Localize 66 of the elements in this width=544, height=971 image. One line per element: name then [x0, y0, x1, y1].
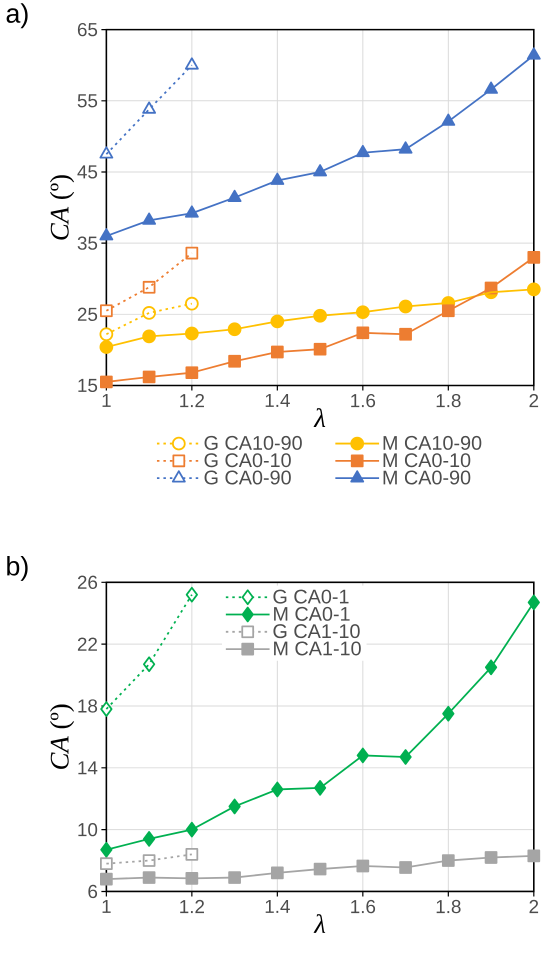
x-tick-label: 1: [102, 900, 111, 913]
y-axis-title: CA (º): [50, 175, 74, 240]
x-tick-label: 2: [530, 394, 538, 408]
x-axis-title: λ: [314, 914, 326, 933]
point: [314, 862, 327, 876]
x-tick-label: 1.6: [351, 394, 376, 408]
y-tick-label: 10: [78, 822, 98, 836]
y-tick-label: 65: [78, 22, 98, 36]
point: [228, 871, 242, 884]
point: [484, 851, 498, 864]
point: [100, 304, 113, 318]
y-axis-title: CA (º): [50, 704, 74, 769]
x-tick-label: 1.8: [436, 900, 461, 914]
point: [142, 854, 156, 867]
x-tick-label: 1: [102, 394, 111, 407]
point: [100, 857, 113, 870]
point: [100, 872, 113, 886]
point: [100, 701, 113, 717]
chart-title: a): [6, 3, 28, 28]
y-tick-label: 14: [78, 761, 98, 774]
point: [185, 296, 199, 310]
legend-label: G CA0-90: [204, 470, 291, 485]
legend-label: M CA0-1: [274, 606, 350, 621]
point: [528, 594, 540, 610]
x-tick-label: 1.8: [436, 394, 461, 408]
y-tick-label: 35: [78, 236, 98, 250]
point: [100, 842, 113, 858]
point: [186, 848, 198, 861]
legend-label: M CA1-10: [274, 641, 361, 656]
y-tick-label: 55: [78, 94, 98, 108]
y-tick-label: 45: [78, 165, 98, 179]
point: [142, 871, 156, 884]
point: [528, 251, 540, 264]
point: [186, 586, 198, 603]
point: [100, 327, 114, 342]
x-axis-title: λ: [314, 408, 326, 427]
legend-label: G CA1-10: [274, 624, 360, 638]
x-tick-label: 1.6: [351, 900, 376, 914]
legend-label: M CA0-90: [384, 470, 470, 485]
x-tick-label: 2: [530, 900, 538, 914]
legend-label: M CA0-10: [384, 453, 470, 468]
y-tick-label: 18: [78, 699, 98, 713]
point: [100, 340, 114, 354]
point: [186, 246, 198, 260]
point: [100, 376, 113, 388]
legend-label: G CA0-1: [274, 590, 349, 604]
legend-label: G CA10-90: [204, 436, 302, 450]
y-tick-label: 25: [78, 308, 98, 321]
legend-label: G CA0-10: [204, 453, 291, 468]
y-tick-label: 6: [88, 884, 98, 898]
point: [528, 850, 540, 862]
y-tick-label: 26: [78, 576, 98, 589]
point: [142, 306, 156, 320]
x-tick-label: 1.4: [266, 900, 290, 913]
point: [142, 280, 156, 294]
y-tick-label: 15: [78, 378, 98, 392]
point: [399, 861, 412, 874]
legend-label: M CA10-90: [384, 436, 482, 450]
x-tick-label: 1.2: [180, 900, 204, 914]
point: [142, 370, 156, 384]
chart-title: b): [7, 556, 28, 581]
y-tick-label: 22: [78, 638, 98, 651]
point: [527, 282, 541, 296]
x-tick-label: 1.2: [180, 394, 204, 408]
point: [100, 228, 114, 240]
x-tick-label: 1.4: [266, 394, 290, 407]
